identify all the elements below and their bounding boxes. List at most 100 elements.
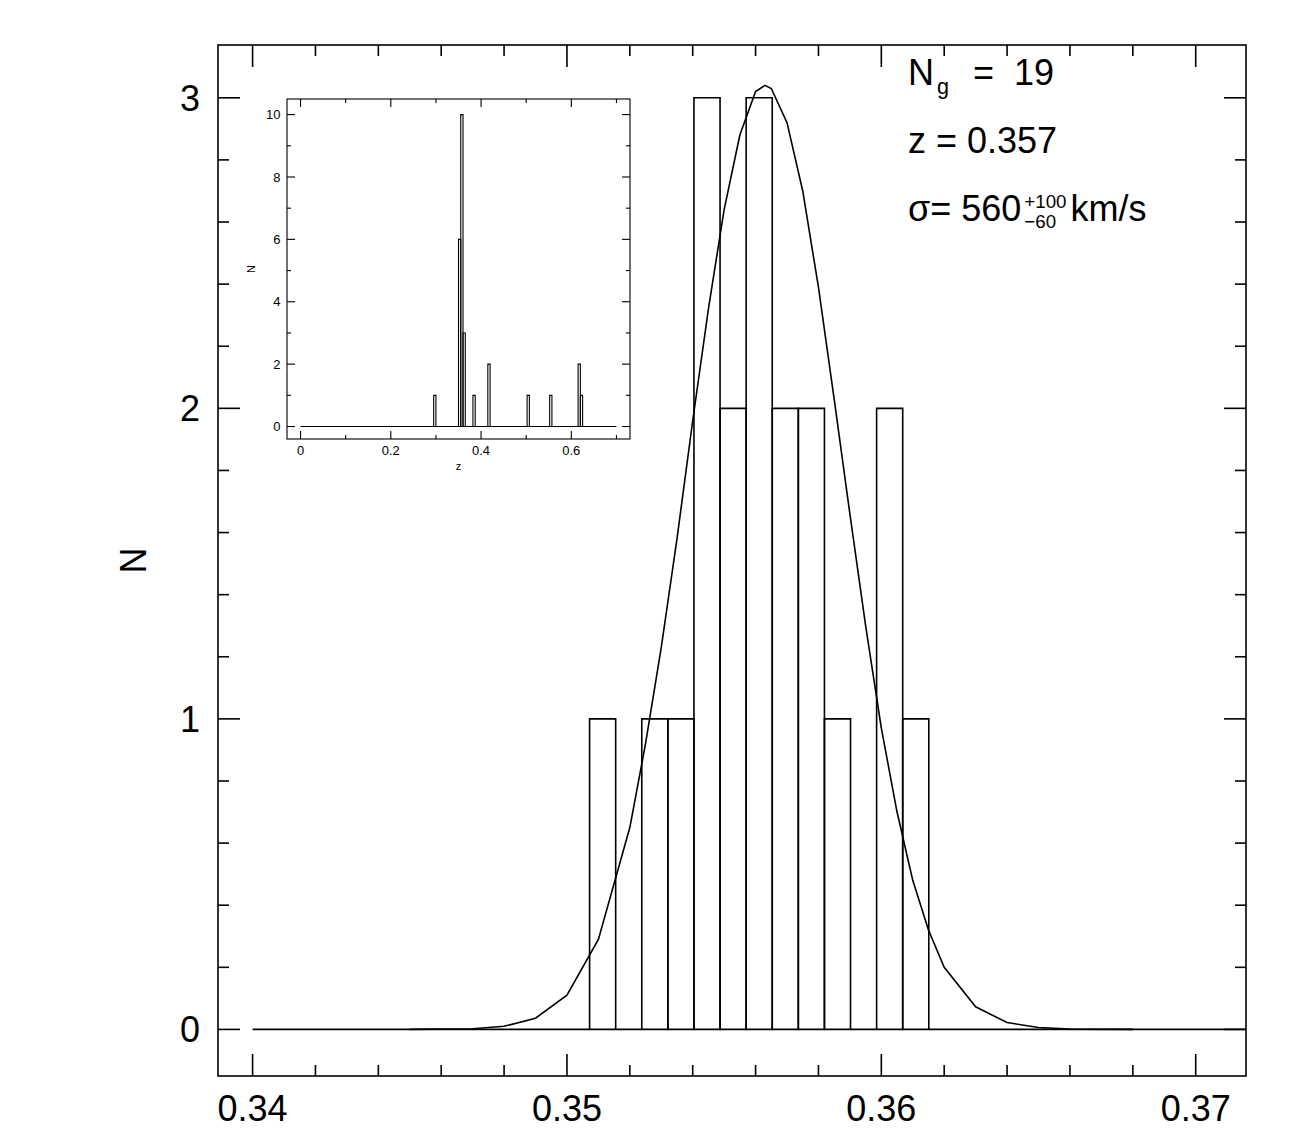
y-minor-tick — [287, 332, 291, 333]
x-tick-top — [390, 99, 391, 107]
x-tick-top — [566, 45, 568, 67]
x-minor-tick — [755, 1065, 757, 1076]
y-minor-tick — [218, 780, 229, 782]
y-tick-right — [622, 364, 630, 365]
marks — [253, 85, 1246, 1029]
y-minor-tick-right — [1235, 221, 1246, 223]
y-tick-label: 1 — [180, 699, 200, 740]
y-minor-tick-right — [1235, 594, 1246, 596]
x-tick-label: 0.34 — [218, 1088, 288, 1129]
x-tick-label: 0.2 — [382, 443, 400, 458]
annotation-sub: g — [937, 74, 949, 99]
y-minor-tick — [218, 532, 229, 534]
histogram-bar — [465, 426, 473, 427]
plot-frame — [287, 99, 630, 439]
y-minor-tick — [218, 470, 229, 472]
x-tick — [481, 431, 482, 439]
y-tick — [218, 408, 240, 410]
histogram-bar — [463, 333, 465, 427]
histogram-bar — [642, 719, 668, 1030]
y-tick — [218, 1029, 240, 1031]
y-tick-label: 8 — [273, 170, 280, 185]
y-minor-tick — [218, 904, 229, 906]
histogram-bar — [616, 1029, 642, 1031]
x-tick — [1195, 1054, 1197, 1076]
x-tick-label: 0.37 — [1161, 1088, 1231, 1129]
histogram-bar — [475, 426, 488, 427]
y-tick — [287, 364, 295, 365]
histogram-bar — [580, 395, 582, 426]
x-minor-tick-top — [755, 45, 757, 56]
y-tick-label: 2 — [180, 388, 200, 429]
annotation: σ= 560 — [908, 188, 1021, 229]
annotation-sub: −60 — [1024, 211, 1056, 232]
annotation-text: σ= 560 — [908, 188, 1021, 229]
y-minor-tick — [218, 842, 229, 844]
y-tick-label: 4 — [273, 294, 280, 309]
y-tick-right — [1224, 97, 1246, 99]
y-minor-tick — [218, 283, 229, 285]
y-minor-tick-right — [1235, 532, 1246, 534]
histogram-bar — [798, 408, 824, 1029]
histogram-bar — [490, 426, 527, 427]
y-tick-right — [1224, 718, 1246, 720]
annotation-text: N — [908, 52, 934, 93]
y-minor-tick-right — [626, 208, 630, 209]
y-tick-right — [622, 239, 630, 240]
y-tick-right — [622, 176, 630, 177]
annotation-text: z = 0.357 — [908, 120, 1057, 161]
y-tick-right — [622, 114, 630, 115]
y-minor-tick-right — [626, 270, 630, 271]
y-tick-right — [622, 301, 630, 302]
y-minor-tick — [287, 145, 291, 146]
x-minor-tick — [435, 435, 436, 439]
x-minor-tick-top — [1069, 45, 1071, 56]
histogram-bar — [473, 395, 475, 426]
x-minor-tick-top — [315, 45, 317, 56]
x-minor-tick — [503, 1065, 505, 1076]
annotation: N — [908, 52, 934, 93]
y-minor-tick-right — [1235, 470, 1246, 472]
y-tick — [218, 97, 240, 99]
y-tick-label: 6 — [273, 232, 280, 247]
x-tick — [571, 431, 572, 439]
y-tick-label: 0 — [273, 419, 280, 434]
y-tick — [287, 239, 295, 240]
histogram-bar — [583, 426, 617, 427]
y-axis-title: N — [113, 548, 154, 574]
x-minor-tick-top — [1132, 45, 1134, 56]
chart-1: 00.20.40.60246810Nz — [245, 99, 630, 472]
y-minor-tick-right — [1235, 159, 1246, 161]
x-tick-label: 0.4 — [472, 443, 490, 458]
y-tick — [218, 718, 240, 720]
x-minor-tick-top — [440, 45, 442, 56]
y-axis-title: N — [245, 265, 257, 273]
histogram-bar — [903, 719, 929, 1030]
x-minor-tick-top — [435, 99, 436, 103]
y-tick-label: 10 — [266, 107, 280, 122]
y-tick-right — [1224, 408, 1246, 410]
y-minor-tick — [218, 159, 229, 161]
histogram-bar — [550, 395, 552, 426]
y-tick-right — [622, 426, 630, 427]
x-tick-label: 0.35 — [532, 1088, 602, 1129]
y-minor-tick — [218, 967, 229, 969]
histogram-bar — [772, 408, 798, 1029]
chart-root: 0.340.350.360.370123NNg = 19z = 0.357σ= … — [0, 0, 1296, 1136]
y-tick-label: 0 — [180, 1009, 200, 1050]
x-minor-tick — [315, 1065, 317, 1076]
y-minor-tick — [218, 594, 229, 596]
histogram-bar — [529, 426, 549, 427]
x-minor-tick — [345, 435, 346, 439]
y-tick — [287, 426, 295, 427]
y-minor-tick-right — [1235, 967, 1246, 969]
x-tick-top — [881, 45, 883, 67]
y-tick-label: 2 — [273, 357, 280, 372]
annotation: z = 0.357 — [908, 120, 1057, 161]
y-minor-tick-right — [1235, 345, 1246, 347]
y-minor-tick — [218, 221, 229, 223]
x-minor-tick — [943, 1065, 945, 1076]
chart-0: 0.340.350.360.370123NNg = 19z = 0.357σ= … — [113, 45, 1259, 1129]
x-tick-label: 0 — [297, 443, 304, 458]
histogram-bar — [694, 98, 720, 1030]
